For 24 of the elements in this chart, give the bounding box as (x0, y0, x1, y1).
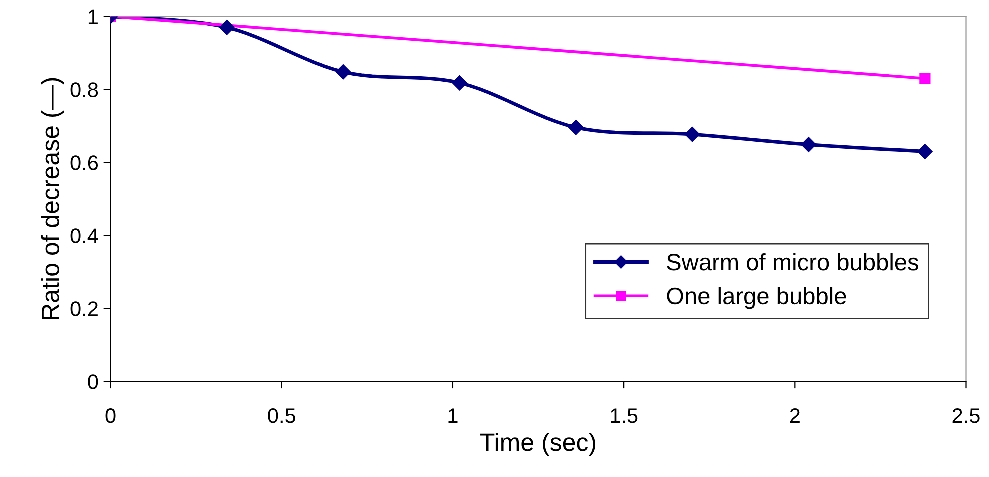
point (920, 73, 931, 84)
point (568, 120, 584, 136)
x-tick-label: 1 (448, 408, 458, 424)
y-tick-label: 0.4 (70, 228, 98, 244)
point (220, 20, 235, 36)
y-tick-label: 1 (88, 10, 98, 24)
legend-label: Swarm of micro bubbles (667, 253, 918, 271)
y-tick-label: 0.8 (70, 82, 98, 98)
x-axis-title: Time (sec) (480, 432, 596, 456)
y-tick-label: 0 (88, 374, 98, 390)
point (801, 137, 816, 152)
point (336, 64, 352, 80)
x-tick-label: 0.5 (268, 408, 296, 424)
point (918, 144, 933, 160)
y-axis-title: Ratio of decrease (—) (41, 78, 64, 320)
point (452, 76, 468, 91)
x-tick-label: 2.5 (952, 408, 980, 424)
x-tick-label: 1.5 (611, 408, 638, 424)
y-tick-label: 0.6 (70, 156, 98, 170)
point (684, 126, 700, 142)
y-tick-label: 0.2 (70, 302, 98, 316)
x-tick-label: 0 (106, 408, 116, 424)
x-tick-label: 2 (790, 408, 800, 424)
legend-label: One large bubble (667, 287, 846, 310)
